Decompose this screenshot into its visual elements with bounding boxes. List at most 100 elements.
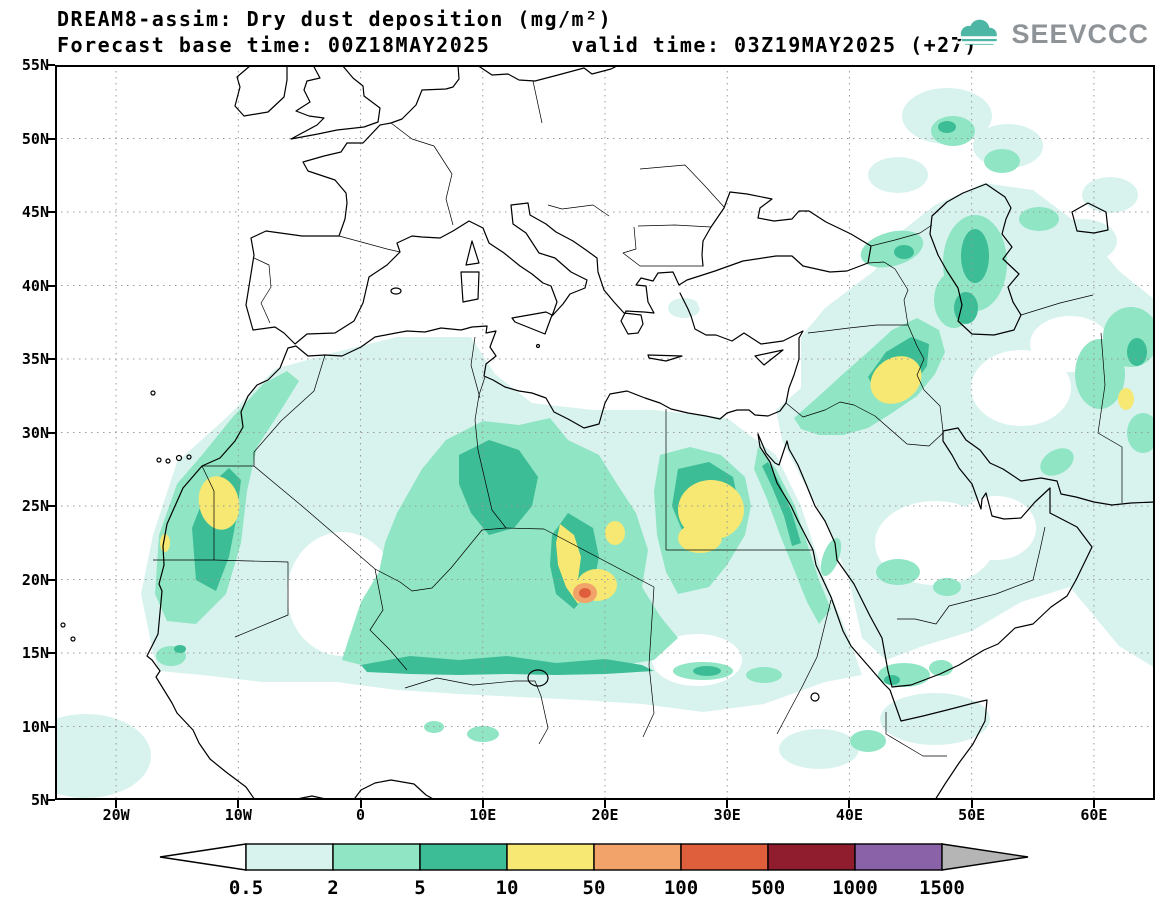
lon-axis-tick — [359, 800, 362, 808]
map-canvas — [55, 65, 1155, 800]
lat-axis-label: 5N — [30, 791, 49, 809]
lat-axis-tick — [47, 578, 55, 581]
dust-level-10-50-layer — [160, 356, 1134, 604]
lon-axis-label: 30E — [713, 806, 741, 824]
coastline-sinai-arabia — [757, 427, 1155, 688]
colorbar-segment — [419, 843, 508, 871]
lat-axis-tick — [47, 652, 55, 654]
coastline-aral-sea — [1071, 202, 1109, 234]
island-canary-1 — [156, 457, 162, 463]
coastline-gulf-of-guinea-2 — [354, 779, 436, 800]
graticule-grid — [55, 65, 1155, 800]
lake-tana — [810, 692, 820, 702]
coastline-cyprus — [754, 349, 784, 366]
lat-axis-tick — [47, 358, 55, 360]
coastline-crete — [647, 354, 683, 362]
lon-axis-label: 10W — [224, 806, 252, 824]
lon-axis-tick — [237, 800, 240, 808]
country-borders-layer — [153, 80, 1123, 757]
colorbar-label: 1000 — [832, 877, 878, 899]
coastline-layer — [60, 65, 1155, 800]
colorbar-segment — [332, 843, 421, 871]
colorbar-label: 500 — [751, 877, 785, 899]
lat-axis-label: 20N — [21, 570, 49, 589]
colorbar-label: 5 — [414, 877, 425, 899]
lon-axis-tick — [115, 800, 118, 808]
coastline-caspian-sea — [929, 183, 1022, 336]
island-capeverde-1 — [60, 622, 66, 628]
lat-axis-label: 35N — [21, 350, 49, 368]
lon-axis-tick — [604, 800, 606, 808]
dust-level-50-500-spot — [573, 583, 597, 603]
colorbar-label: 100 — [664, 877, 698, 899]
lat-axis-tick — [47, 64, 55, 66]
colorbar-segment — [767, 843, 856, 871]
lon-axis-label: 40E — [835, 806, 863, 824]
lon-axis-label: 50E — [958, 806, 986, 824]
lat-axis-label: 45N — [21, 203, 49, 221]
lat-axis-tick — [47, 505, 55, 507]
colorbar-segment — [854, 843, 943, 871]
lat-axis-tick — [47, 725, 55, 728]
colorbar-label: 50 — [583, 877, 606, 899]
colorbar-arrow-right — [941, 843, 1029, 871]
coastline-sicily — [511, 311, 553, 335]
lat-axis-label: 25N — [21, 497, 49, 515]
island-capeverde-2 — [70, 636, 76, 642]
lake-chad — [527, 669, 549, 687]
colorbar-arrow-left — [159, 843, 247, 871]
lon-axis-tick — [1092, 800, 1095, 808]
coastline-europe-africa — [245, 65, 872, 345]
colorbar-segment — [680, 843, 769, 871]
coastline-baltic — [476, 65, 620, 82]
colorbar-label: 1500 — [919, 877, 965, 899]
lon-axis-tick — [481, 800, 484, 808]
island-canary-2 — [165, 458, 171, 464]
lat-axis-label: 30N — [21, 423, 49, 442]
lat-axis-tick — [47, 211, 55, 213]
colorbar-segment — [245, 843, 334, 871]
lon-axis-label: 20W — [102, 806, 130, 824]
lon-axis-label: 10E — [469, 806, 497, 824]
lat-axis-tick — [47, 137, 55, 140]
map-border-frame — [55, 65, 1155, 800]
island-madeira — [150, 390, 156, 396]
lon-axis-tick — [726, 800, 729, 808]
lon-axis-label: 60E — [1080, 806, 1108, 824]
island-mallorca — [390, 287, 402, 295]
lon-axis-tick — [848, 800, 851, 808]
coastline-turkey-africa — [146, 292, 804, 800]
lat-axis-label: 55N — [21, 56, 49, 74]
coastline-corsica — [465, 240, 480, 266]
island-canary-4 — [186, 454, 192, 460]
coastline-ireland — [234, 65, 288, 117]
colorbar-segment — [506, 843, 595, 871]
map-frame — [55, 65, 1155, 800]
forecast-time-subtitle: Forecast base time: 00Z18MAY2025 valid t… — [57, 33, 978, 57]
colorbar-label: 10 — [496, 877, 519, 899]
lat-axis-label: 15N — [21, 644, 49, 662]
lat-axis-tick — [47, 284, 55, 287]
island-canary-3 — [175, 454, 183, 462]
logo-text: SEEVCCC — [1011, 18, 1149, 49]
coastline-sardinia — [460, 271, 480, 303]
lon-axis-label: 20E — [591, 806, 619, 824]
island-malta — [535, 343, 541, 349]
colorbar-label: 2 — [327, 877, 338, 899]
lat-axis-label: 40N — [21, 276, 49, 295]
colorbar-segment — [593, 843, 682, 871]
lat-axis-tick — [47, 799, 55, 801]
lon-axis-label: 0 — [356, 806, 366, 824]
page-title: DREAM8-assim: Dry dust deposition (mg/m²… — [57, 7, 613, 31]
cloud-icon — [957, 19, 1001, 45]
coastline-great-britain — [290, 65, 381, 140]
lat-axis-label: 50N — [21, 129, 49, 148]
lat-axis-label: 10N — [21, 717, 49, 736]
lat-axis-tick — [47, 431, 55, 434]
coastline-redsea-africa — [757, 433, 988, 800]
colorbar-canvas: 0.5 2 5 10 50 100 500 1000 1500 — [159, 843, 1029, 899]
seevccc-logo: SEEVCCC — [950, 16, 1149, 52]
colorbar: 0.5 2 5 10 50 100 500 1000 1500 — [158, 842, 1038, 902]
lon-axis-tick — [970, 800, 973, 808]
